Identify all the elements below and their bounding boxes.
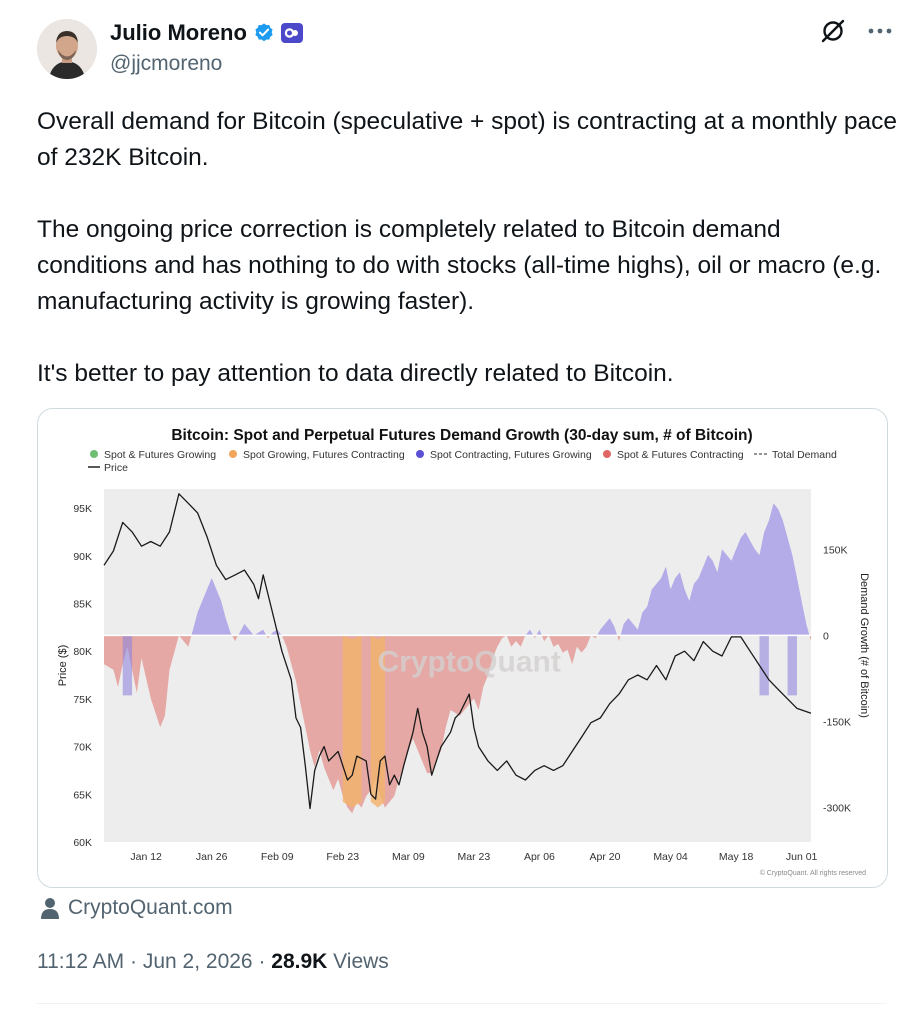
legend-marker [416, 450, 424, 458]
x-tick-label: Apr 06 [524, 851, 555, 863]
y-left-tick-label: 70K [73, 742, 92, 754]
y-right-tick-label: 0 [823, 630, 829, 642]
affiliate-badge-icon[interactable] [280, 23, 303, 43]
x-tick-label: Apr 20 [590, 851, 621, 863]
avatar[interactable] [37, 19, 97, 79]
y-right-tick-label: -150K [823, 716, 851, 728]
grok-icon[interactable] [820, 18, 846, 44]
legend-marker [229, 450, 237, 458]
post-date[interactable]: Jun 2, 2026 [142, 950, 253, 973]
x-tick-label: Feb 23 [326, 851, 359, 863]
price-line [103, 493, 812, 810]
x-tick-label: Jan 26 [196, 851, 228, 863]
legend-marker [603, 450, 611, 458]
y-left-tick-label: 60K [73, 837, 92, 849]
tweet-paragraph: Overall demand for Bitcoin (speculative … [37, 108, 897, 171]
y-left-tick-label: 80K [73, 646, 92, 658]
user-icon [41, 898, 59, 919]
spot-contracting-area [122, 635, 133, 696]
y-left-tick-label: 65K [73, 789, 92, 801]
tweet-paragraph: The ongoing price correction is complete… [37, 216, 882, 315]
spot-contracting-area [787, 635, 797, 696]
verified-badge-icon [255, 23, 273, 42]
spot-contracting-area [759, 635, 769, 696]
x-tick-label: Feb 09 [261, 851, 294, 863]
legend-label: Spot & Futures Contracting [617, 449, 744, 461]
more-options-icon[interactable] [868, 27, 892, 35]
avatar-image [37, 19, 97, 79]
negative-demand-area [104, 635, 811, 814]
spot-growing-area [342, 635, 362, 808]
y-axis-right-label: Demand Growth (# of Bitcoin) [858, 573, 870, 718]
x-tick-label: Mar 23 [458, 851, 491, 863]
chart-watermark: CryptoQuant [378, 645, 561, 678]
y-right-tick-label: -300K [823, 803, 851, 815]
chart-copyright: © CryptoQuant. All rights reserved [760, 869, 866, 877]
positive-demand-area [104, 503, 811, 636]
author-name[interactable]: Julio Moreno [110, 20, 247, 45]
chart-image-card[interactable]: Bitcoin: Spot and Perpetual Futures Dema… [37, 408, 888, 888]
chart-legend: Spot & Futures Growing Spot Growing, Futu… [88, 449, 837, 474]
author-handle[interactable]: @jjcmoreno [110, 52, 223, 75]
post-time[interactable]: 11:12 AM [37, 950, 125, 973]
tweet-meta: 11:12 AM · Jun 2, 2026 · 28.9K Views [37, 950, 389, 973]
demand-growth-chart: Bitcoin: Spot and Perpetual Futures Dema… [38, 409, 887, 887]
legend-marker [90, 450, 98, 458]
x-tick-label: Jan 12 [130, 851, 162, 863]
y-left-tick-label: 85K [73, 598, 92, 610]
legend-label: Total Demand [772, 449, 837, 461]
link-source[interactable]: CryptoQuant.com [40, 896, 233, 920]
legend-label: Price [104, 462, 128, 474]
legend-label: Spot Contracting, Futures Growing [430, 449, 592, 461]
y-right-tick-label: 150K [823, 544, 848, 556]
legend-label: Spot & Futures Growing [104, 449, 216, 461]
legend-label: Spot Growing, Futures Contracting [243, 449, 405, 461]
y-axis-left-label: Price ($) [57, 645, 69, 687]
x-tick-label: May 04 [653, 851, 688, 863]
tweet-paragraph: It's better to pay attention to data dir… [37, 360, 674, 387]
spot-growing-area [370, 635, 385, 808]
y-left-tick-label: 75K [73, 694, 92, 706]
y-left-tick-label: 95K [73, 503, 92, 515]
chart-title: Bitcoin: Spot and Perpetual Futures Dema… [171, 427, 752, 444]
x-tick-label: May 18 [719, 851, 754, 863]
x-tick-label: Jun 01 [786, 851, 818, 863]
divider [37, 1003, 887, 1004]
x-tick-label: Mar 09 [392, 851, 425, 863]
views-label: Views [333, 950, 389, 973]
y-left-tick-label: 90K [73, 551, 92, 563]
tweet-text: Overall demand for Bitcoin (speculative … [37, 104, 897, 428]
link-source-label[interactable]: CryptoQuant.com [68, 896, 233, 919]
views-count: 28.9K [271, 950, 328, 973]
